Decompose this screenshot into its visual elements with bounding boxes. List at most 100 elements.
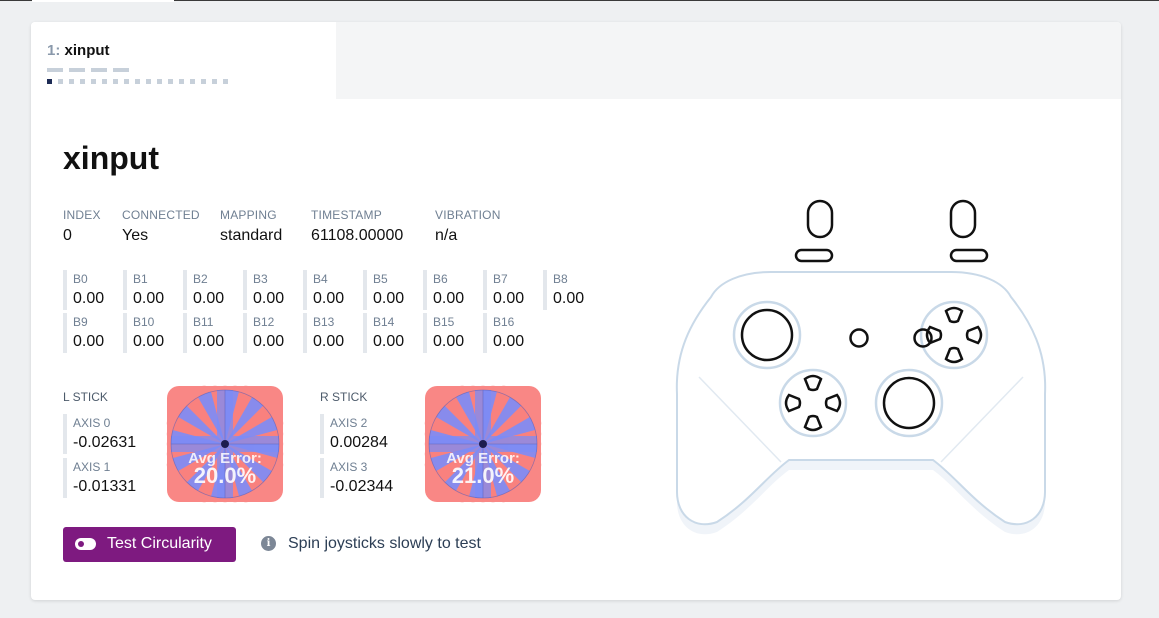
button-label: B13 [313,315,335,329]
button-b4: B4 0.00 [303,270,361,310]
axis-1: AXIS 1 -0.01331 [63,458,153,498]
button-label: B0 [73,272,88,286]
meta-value: 0 [63,227,72,244]
button-b9: B9 0.00 [63,313,121,353]
button-label: B12 [253,315,275,329]
meta-value: n/a [435,227,458,244]
button-value: 0.00 [313,333,345,350]
axis-0: AXIS 0 -0.02631 [63,414,153,454]
button-b3: B3 0.00 [243,270,301,310]
meta-label: INDEX [63,208,101,222]
button-value: 0.00 [193,290,225,307]
meta-value: standard [220,227,283,244]
button-label: B14 [373,315,395,329]
controller-title: xinput [63,140,159,176]
stick-position-dot [479,440,487,448]
test-circularity-button[interactable]: Test Circularity [63,527,236,562]
meta-value: 61108.00000 [311,227,404,244]
axis-value: -0.02631 [73,434,137,451]
axis-label: AXIS 1 [73,460,111,474]
axis-3: AXIS 3 -0.02344 [320,458,410,498]
button-value: 0.00 [133,290,165,307]
button-label: B8 [553,272,568,286]
button-b13: B13 0.00 [303,313,361,353]
meta-label: CONNECTED [122,208,200,222]
button-label: B6 [433,272,448,286]
meta-value: Yes [122,227,149,244]
test-circularity-label: Test Circularity [107,535,212,552]
button-value: 0.00 [313,290,345,307]
button-value: 0.00 [373,290,405,307]
tabstrip-background [336,22,1121,99]
button-label: B1 [133,272,148,286]
button-value: 0.00 [253,290,285,307]
button-label: B11 [193,315,214,329]
stick-position-dot [221,440,229,448]
left-stick-circularity-plot: Avg Error: 20.0% [159,378,291,510]
axis-value: 0.00284 [330,434,388,451]
button-value: 0.00 [73,290,105,307]
circularity-graphic [166,385,284,503]
axis-2: AXIS 2 0.00284 [320,414,410,454]
meta-label: TIMESTAMP [311,208,382,222]
left-stick-label: L STICK [63,390,108,404]
button-b2: B2 0.00 [183,270,241,310]
button-value: 0.00 [553,290,585,307]
button-b1: B1 0.00 [123,270,181,310]
button-label: B3 [253,272,268,286]
avg-error-label: Avg Error: [188,450,262,467]
button-b5: B5 0.00 [363,270,421,310]
button-label: B5 [373,272,388,286]
button-label: B2 [193,272,208,286]
button-label: B10 [133,315,155,329]
button-value: 0.00 [433,290,465,307]
axis-label: AXIS 0 [73,416,111,430]
button-b15: B15 0.00 [423,313,481,353]
meta-label: VIBRATION [435,208,501,222]
window-top-border [0,0,1159,1]
button-value: 0.00 [493,333,525,350]
button-label: B7 [493,272,508,286]
button-b7: B7 0.00 [483,270,541,310]
tab-index: 1: [47,42,61,59]
tab-title: 1: xinput [47,42,110,59]
meta-connected: CONNECTED Yes [122,208,200,245]
button-label: B4 [313,272,328,286]
axis-value: -0.01331 [73,478,137,495]
gamepad-illustration [675,199,1047,535]
meta-mapping: MAPPING standard [220,208,282,245]
button-value: 0.00 [373,333,405,350]
right-stick-label: R STICK [320,390,368,404]
button-b10: B10 0.00 [123,313,181,353]
button-value: 0.00 [133,333,165,350]
button-b0: B0 0.00 [63,270,121,310]
toggle-icon [75,538,96,550]
circularity-graphic [424,385,542,503]
tab-button-indicators [47,79,234,97]
axis-label: AXIS 2 [330,416,368,430]
button-b14: B14 0.00 [363,313,421,353]
button-b16: B16 0.00 [483,313,541,353]
avg-error-label: Avg Error: [446,450,520,467]
meta-vibration: VIBRATION n/a [435,208,501,245]
button-b6: B6 0.00 [423,270,481,310]
hint-text: Spin joysticks slowly to test [288,535,481,552]
meta-timestamp: TIMESTAMP 61108.00000 [311,208,403,245]
gamepad-card: 1: xinput xinput INDEX 0 CONNECTED Yes M… [31,22,1121,600]
button-value: 0.00 [193,333,225,350]
button-label: B16 [493,315,515,329]
button-label: B9 [73,315,88,329]
axis-value: -0.02344 [330,478,394,495]
avg-error-value: 21.0% [451,463,515,488]
axis-label: AXIS 3 [330,460,368,474]
right-stick-circularity-plot: Avg Error: 21.0% [417,378,549,510]
meta-label: MAPPING [220,208,277,222]
avg-error-value: 20.0% [193,463,257,488]
tab-name: xinput [64,42,110,59]
button-value: 0.00 [253,333,285,350]
tab-controller-1[interactable]: 1: xinput [31,22,336,99]
button-value: 0.00 [433,333,465,350]
button-b12: B12 0.00 [243,313,301,353]
meta-index: INDEX 0 [63,208,101,245]
info-icon: i [261,536,276,551]
